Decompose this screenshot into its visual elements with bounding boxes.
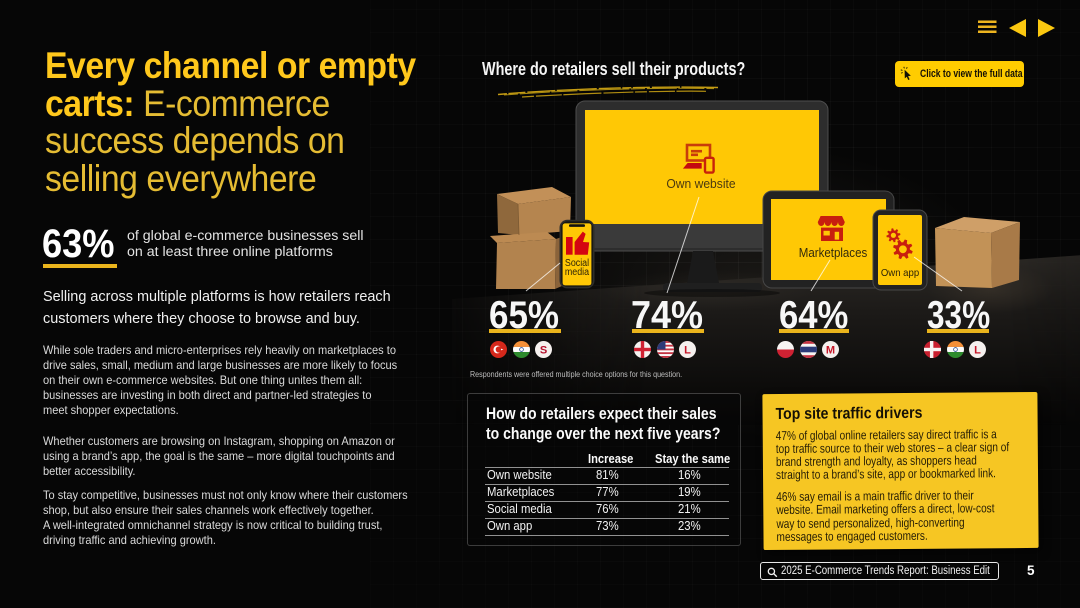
svg-text:M: M — [826, 344, 835, 356]
svg-text:S: S — [540, 344, 547, 356]
svg-text:L: L — [974, 344, 981, 356]
svg-text:L: L — [684, 344, 691, 356]
